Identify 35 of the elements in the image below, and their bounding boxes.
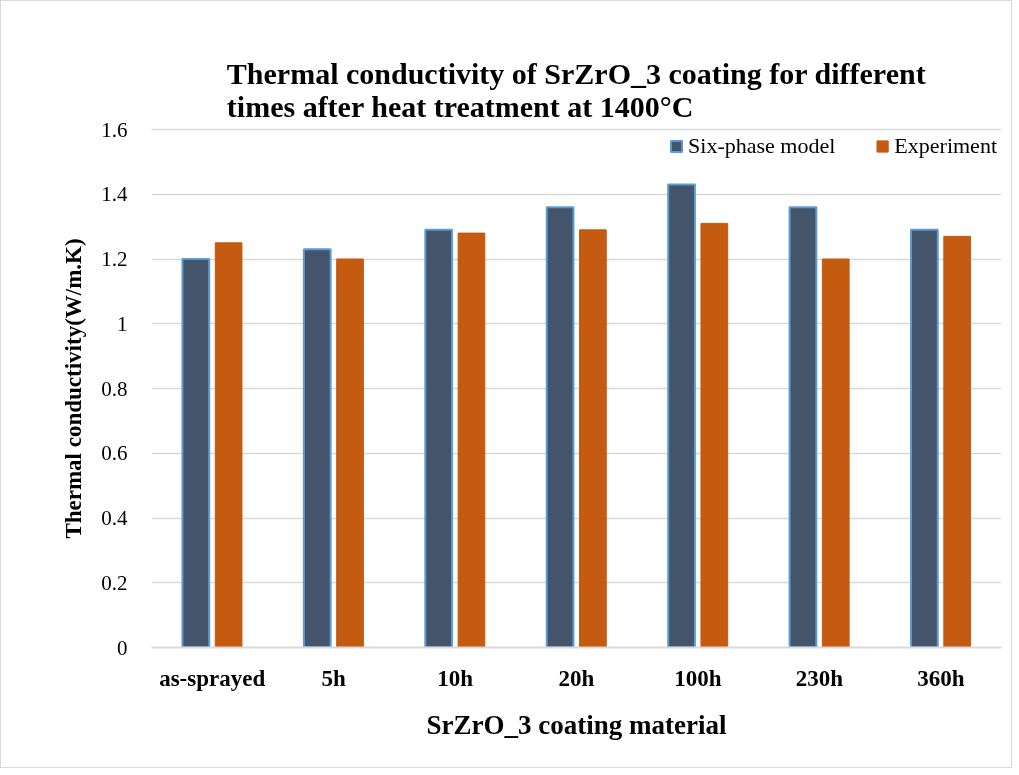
y-tick-label: 0 bbox=[117, 635, 128, 660]
chart-title: Thermal conductivity of SrZrO_3 coating for different times after heat treatment at 1400°C bbox=[226, 56, 926, 123]
x-tick-label: 10h bbox=[437, 665, 474, 691]
bar bbox=[302, 248, 332, 648]
x-axis-title: SrZrO_3 coating material bbox=[426, 709, 727, 740]
legend-label: Six-phase model bbox=[688, 133, 836, 159]
y-tick-label: 1.4 bbox=[101, 182, 128, 207]
bar bbox=[943, 235, 972, 648]
bar bbox=[821, 258, 850, 648]
bar bbox=[336, 258, 364, 648]
bar bbox=[424, 228, 454, 648]
bar bbox=[667, 183, 696, 648]
x-tick-label: 100h bbox=[674, 665, 722, 691]
bar bbox=[788, 206, 818, 648]
x-tick-label: 5h bbox=[321, 665, 346, 691]
bar bbox=[910, 228, 939, 648]
y-tick-label: 0.8 bbox=[101, 376, 128, 401]
y-tick-label: 1.2 bbox=[101, 247, 128, 271]
legend-label: Experiment bbox=[894, 133, 997, 159]
y-tick-label: 0.6 bbox=[101, 441, 128, 466]
x-tick-label: 20h bbox=[558, 665, 595, 691]
bar bbox=[457, 232, 486, 648]
bar bbox=[545, 206, 575, 648]
x-tick-label: 230h bbox=[795, 665, 844, 691]
y-axis-title: Thermal conductivity(W/m.K) bbox=[61, 238, 87, 539]
bar bbox=[579, 229, 607, 648]
bar bbox=[181, 258, 211, 648]
y-tick-label: 1 bbox=[117, 311, 128, 336]
y-tick-label: 0.4 bbox=[101, 506, 128, 530]
x-tick-label: as-sprayed bbox=[159, 665, 266, 691]
x-tick-label: 360h bbox=[917, 665, 965, 691]
bar bbox=[700, 222, 729, 648]
y-tick-label: 0.2 bbox=[101, 570, 128, 595]
bar bbox=[214, 242, 243, 648]
y-tick-label: 1.6 bbox=[101, 117, 128, 142]
